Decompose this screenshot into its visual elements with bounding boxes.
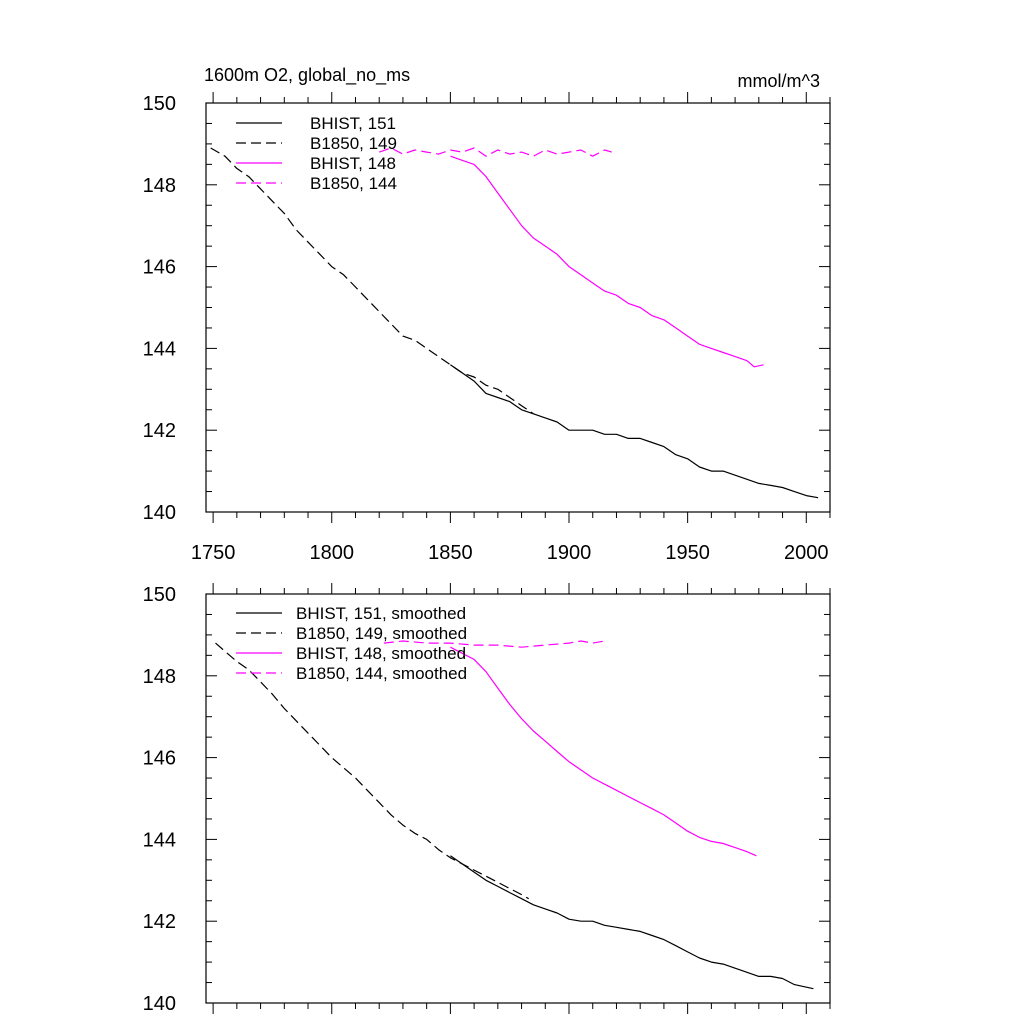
series-line-2 <box>450 155 764 368</box>
y-tick-label: 148 <box>143 175 176 197</box>
y-tick-label: 140 <box>143 502 176 524</box>
legend-label: B1850, 149, smoothed <box>296 624 467 643</box>
y-tick-label: 146 <box>143 257 176 279</box>
chart-title: 1600m O2, global_no_ms <box>204 65 410 86</box>
y-tick-label: 140 <box>143 993 176 1015</box>
legend-label: BHIST, 151, smoothed <box>296 604 466 623</box>
y-tick-label: 142 <box>143 911 176 933</box>
legend-label: BHIST, 148 <box>310 154 396 173</box>
x-tick-label: 1850 <box>428 542 473 564</box>
y-tick-label: 144 <box>143 338 176 360</box>
units-label: mmol/m^3 <box>738 71 820 91</box>
y-tick-label: 150 <box>143 93 176 115</box>
series-line-1 <box>210 147 534 415</box>
series-line-0 <box>450 364 819 499</box>
legend-label: BHIST, 148, smoothed <box>296 644 466 663</box>
x-tick-label: 2000 <box>784 542 829 564</box>
y-tick-label: 144 <box>143 829 176 851</box>
plot-frame <box>205 102 831 513</box>
x-tick-label: 1750 <box>191 542 236 564</box>
series-line-0 <box>450 855 814 990</box>
legend-label: B1850, 144 <box>310 174 397 193</box>
legend-label: B1850, 144, smoothed <box>296 664 467 683</box>
legend-label: BHIST, 151 <box>310 114 396 133</box>
series-line-3 <box>383 640 605 648</box>
x-tick-label: 1800 <box>309 542 354 564</box>
series-line-3 <box>379 147 612 157</box>
legend-label: B1850, 149 <box>310 134 397 153</box>
y-tick-label: 150 <box>143 584 176 606</box>
series-line-2 <box>450 646 757 857</box>
x-tick-label: 1900 <box>547 542 592 564</box>
y-tick-label: 148 <box>143 666 176 688</box>
y-tick-label: 146 <box>143 748 176 770</box>
y-tick-label: 142 <box>143 420 176 442</box>
series-line-1 <box>215 642 530 900</box>
x-tick-label: 1950 <box>665 542 710 564</box>
